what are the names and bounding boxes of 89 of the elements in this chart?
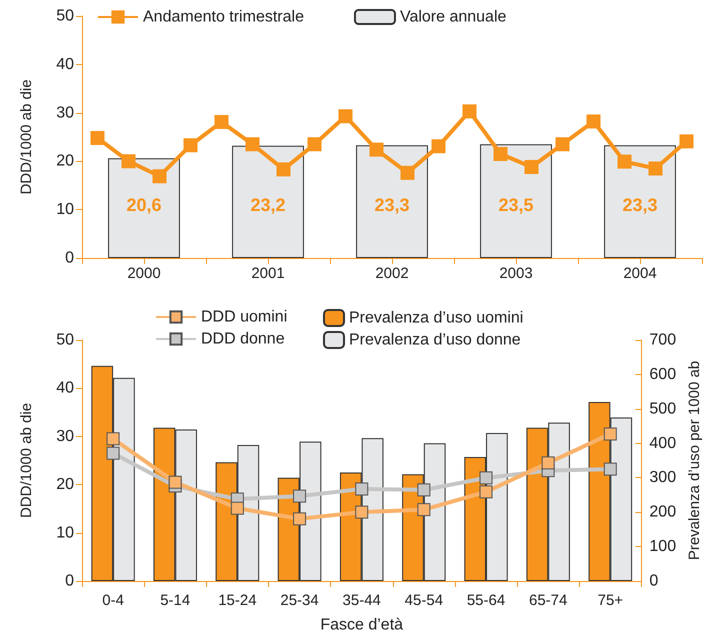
data-label: 23,3 [374, 195, 410, 215]
point [618, 154, 632, 169]
y2-tick-label: 500 [649, 400, 676, 418]
bar [604, 145, 676, 258]
point [184, 138, 198, 152]
bar [108, 158, 180, 258]
y-tick-label: 50 [56, 8, 74, 24]
x-tick-label: 25-34 [280, 592, 319, 609]
point [648, 161, 662, 176]
y-axis-title: DDD/1000 ab die [18, 402, 35, 518]
y2-tick-label: 600 [649, 366, 676, 383]
data-label: 20,6 [126, 195, 162, 215]
bar [232, 146, 304, 258]
point [586, 114, 600, 129]
x-tick-label: 45-54 [404, 592, 444, 609]
data-label: 23,2 [250, 195, 286, 215]
point [230, 502, 244, 515]
point [293, 490, 306, 503]
legend-label: DDD uomini [201, 308, 288, 326]
legend-label: Andamento trimestrale [143, 8, 304, 26]
point [680, 134, 694, 148]
point [106, 446, 120, 460]
legend-label: Valore annuale [400, 8, 507, 26]
y2-tick-label: 300 [649, 469, 676, 486]
x-tick-label: 2000 [127, 265, 161, 282]
point [276, 162, 290, 176]
point [556, 137, 570, 152]
bar [480, 144, 552, 258]
point [152, 169, 166, 184]
y-tick-label: 10 [56, 524, 74, 542]
y-tick-label: 20 [56, 152, 74, 170]
point [293, 512, 306, 526]
x-axis-title: Fasce d’età [320, 616, 404, 634]
x-tick-label: 55-64 [466, 592, 506, 609]
point [122, 154, 136, 168]
point [524, 160, 538, 174]
y2-tick-label: 400 [649, 434, 676, 452]
point [370, 142, 384, 157]
point [417, 483, 430, 496]
point [168, 476, 182, 489]
point [462, 104, 476, 118]
x-tick-label: 2004 [623, 265, 657, 282]
data-label: 23,3 [622, 195, 658, 215]
point [480, 471, 493, 484]
point [355, 506, 368, 519]
point [480, 485, 493, 498]
point [90, 130, 104, 145]
point [106, 432, 120, 446]
y2-tick-label: 100 [649, 538, 676, 556]
bar [356, 145, 428, 258]
y-tick-label: 50 [56, 332, 74, 348]
data-label: 23,5 [498, 195, 534, 215]
y-axis-title: DDD/1000 ab die [18, 79, 35, 195]
y-tick-label: 40 [56, 380, 74, 397]
point [214, 114, 228, 129]
x-tick-label: 5-14 [160, 592, 190, 609]
point [246, 137, 260, 152]
y-tick-label: 20 [56, 476, 74, 494]
y2-axis-title: Prevalenza d’uso per 1000 ab [686, 360, 703, 560]
point [604, 427, 617, 440]
y2-tick-label: 200 [649, 504, 676, 521]
x-tick-label: 15-24 [218, 592, 257, 609]
legend-label: Prevalenza d’uso uomini [349, 310, 524, 326]
legend-label: DDD donne [201, 330, 285, 348]
legend-label: Prevalenza d’uso donne [349, 332, 521, 348]
point [604, 462, 617, 476]
y-tick-label: 40 [56, 56, 74, 73]
y-tick-label: 0 [65, 572, 74, 590]
point [308, 137, 322, 152]
x-tick-label: 2002 [375, 265, 409, 282]
y2-tick-label: 700 [649, 332, 676, 348]
y-tick-label: 10 [56, 201, 74, 218]
point [432, 139, 446, 154]
y-tick-label: 30 [56, 428, 74, 445]
point [338, 109, 352, 124]
y2-tick-label: 0 [649, 572, 658, 590]
x-tick-label: 2001 [251, 265, 285, 282]
x-tick-label: 0-4 [102, 592, 124, 609]
point [542, 456, 555, 470]
x-tick-label: 35-44 [342, 592, 381, 609]
point [355, 482, 368, 496]
y-tick-label: 30 [56, 104, 74, 122]
point [417, 503, 430, 516]
y-tick-label: 0 [65, 250, 74, 266]
point [400, 166, 414, 180]
x-tick-label: 75+ [598, 592, 624, 609]
point [494, 146, 508, 161]
x-tick-label: 2003 [499, 265, 533, 282]
x-tick-label: 65-74 [528, 592, 568, 609]
